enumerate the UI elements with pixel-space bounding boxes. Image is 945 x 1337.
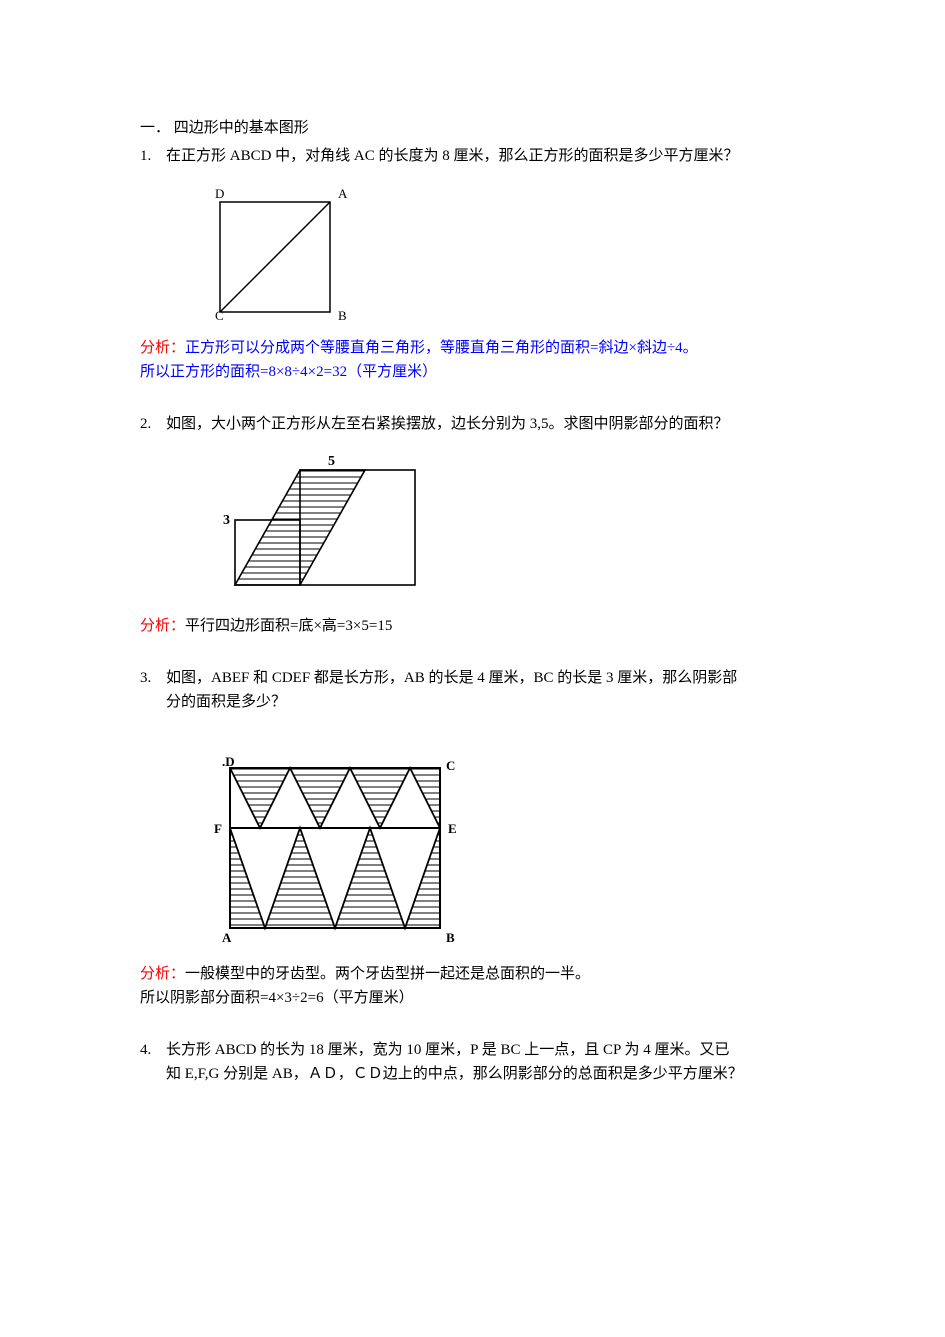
label-b: B (446, 930, 455, 945)
question-number: 4. (140, 1038, 166, 1062)
q4-text-a: 长方形 ABCD 的长为 18 厘米，宽为 10 厘米，P 是 BC 上一点，且… (166, 1042, 730, 1058)
figure-1: D A C B (200, 182, 805, 322)
label-d: .D (222, 754, 235, 769)
section-title: 一． 四边形中的基本图形 (140, 116, 805, 140)
square-diagonal-figure: D A C B (200, 182, 370, 322)
analysis-2: 分析：平行四边形面积=底×高=3×5=15 (140, 614, 805, 638)
question-number: 1. (140, 144, 166, 168)
label-e: E (448, 821, 457, 836)
analysis-label: 分析： (140, 966, 185, 982)
teeth-rectangle-figure: .D C F E A B (200, 748, 470, 948)
label-c: C (446, 758, 455, 773)
analysis-label: 分析： (140, 340, 185, 356)
analysis-text-line2: 所以正方形的面积=8×8÷4×2=32（平方厘米） (140, 360, 805, 384)
label-a: A (222, 930, 232, 945)
question-text: 长方形 ABCD 的长为 18 厘米，宽为 10 厘米，P 是 BC 上一点，且… (166, 1038, 805, 1086)
analysis-text-line2: 所以阴影部分面积=4×3÷2=6（平方厘米） (140, 986, 805, 1010)
document-page: 一． 四边形中的基本图形 1. 在正方形 ABCD 中，对角线 AC 的长度为 … (0, 0, 945, 1337)
label-f: F (214, 821, 222, 836)
q4-text-b: 知 E,F,G 分别是 AB，ＡＤ，ＣＤ边上的中点，那么阴影部分的总面积是多少平… (166, 1066, 743, 1082)
figure-3: .D C F E A B (200, 748, 805, 948)
label-b: B (338, 308, 347, 322)
question-2: 2. 如图，大小两个正方形从左至右紧挨摆放，边长分别为 3,5。求图中阴影部分的… (140, 412, 805, 436)
analysis-text: 平行四边形面积=底×高=3×5=15 (185, 618, 392, 634)
bottom-teeth (230, 828, 440, 928)
analysis-label: 分析： (140, 618, 185, 634)
label-5: 5 (328, 454, 335, 469)
question-number: 3. (140, 666, 166, 690)
question-text: 如图，大小两个正方形从左至右紧挨摆放，边长分别为 3,5。求图中阴影部分的面积？ (166, 412, 805, 436)
question-4: 4. 长方形 ABCD 的长为 18 厘米，宽为 10 厘米，P 是 BC 上一… (140, 1038, 805, 1086)
q3-text-a: 如图，ABEF 和 CDEF 都是长方形，AB 的长是 4 厘米，BC 的长是 … (166, 670, 737, 686)
question-1: 1. 在正方形 ABCD 中，对角线 AC 的长度为 8 厘米，那么正方形的面积… (140, 144, 805, 168)
two-squares-figure: 5 3 (200, 450, 440, 600)
label-a: A (338, 186, 348, 201)
analysis-1: 分析：正方形可以分成两个等腰直角三角形，等腰直角三角形的面积=斜边×斜边÷4。 … (140, 336, 805, 384)
question-text: 在正方形 ABCD 中，对角线 AC 的长度为 8 厘米，那么正方形的面积是多少… (166, 144, 805, 168)
label-c: C (215, 308, 224, 322)
q3-text-b: 分的面积是多少？ (166, 694, 286, 710)
question-3: 3. 如图，ABEF 和 CDEF 都是长方形，AB 的长是 4 厘米，BC 的… (140, 666, 805, 714)
analysis-text-line1: 正方形可以分成两个等腰直角三角形，等腰直角三角形的面积=斜边×斜边÷4。 (185, 340, 698, 356)
question-text: 如图，ABEF 和 CDEF 都是长方形，AB 的长是 4 厘米，BC 的长是 … (166, 666, 805, 714)
label-d: D (215, 186, 224, 201)
analysis-text-line1: 一般模型中的牙齿型。两个牙齿型拼一起还是总面积的一半。 (185, 966, 590, 982)
diagonal-line (220, 202, 330, 312)
label-3: 3 (223, 513, 230, 528)
analysis-3: 分析：一般模型中的牙齿型。两个牙齿型拼一起还是总面积的一半。 所以阴影部分面积=… (140, 962, 805, 1010)
figure-2: 5 3 (200, 450, 805, 600)
shaded-parallelogram (200, 450, 440, 600)
bottom-shaded (230, 828, 440, 928)
question-number: 2. (140, 412, 166, 436)
